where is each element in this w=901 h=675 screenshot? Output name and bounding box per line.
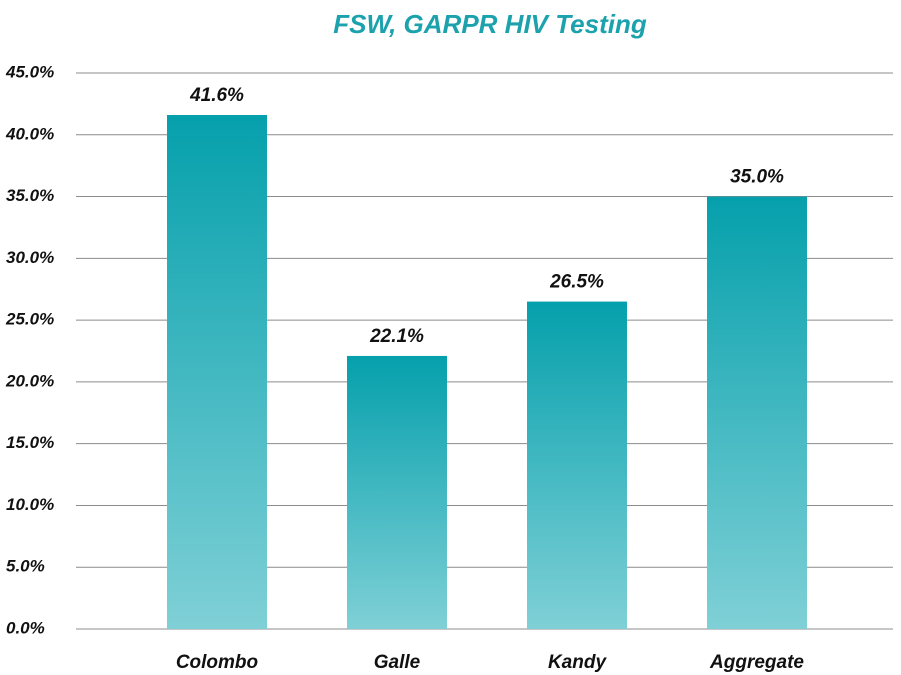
y-tick-label: 15.0% xyxy=(6,433,54,452)
y-tick-label: 20.0% xyxy=(5,371,54,390)
y-tick-label: 0.0% xyxy=(6,618,45,637)
bar xyxy=(707,196,807,630)
x-tick-label: Aggregate xyxy=(709,652,804,673)
value-label: 41.6% xyxy=(189,85,244,106)
y-tick-label: 40.0% xyxy=(5,124,54,143)
y-tick-label: 30.0% xyxy=(6,248,54,267)
value-label: 22.1% xyxy=(369,326,424,347)
bar xyxy=(167,115,267,629)
y-tick-label: 5.0% xyxy=(6,557,45,576)
bar xyxy=(527,301,627,629)
y-tick-label: 45.0% xyxy=(5,62,54,81)
x-tick-label: Colombo xyxy=(176,652,258,673)
y-tick-label: 10.0% xyxy=(6,495,54,514)
y-tick-label: 25.0% xyxy=(5,310,54,329)
y-tick-label: 35.0% xyxy=(6,186,54,205)
value-label: 26.5% xyxy=(549,272,604,293)
value-label: 35.0% xyxy=(730,167,784,188)
bar xyxy=(347,355,447,629)
chart-title: FSW, GARPR HIV Testing xyxy=(333,9,647,39)
x-tick-label: Galle xyxy=(374,652,421,673)
x-tick-label: Kandy xyxy=(548,652,608,673)
